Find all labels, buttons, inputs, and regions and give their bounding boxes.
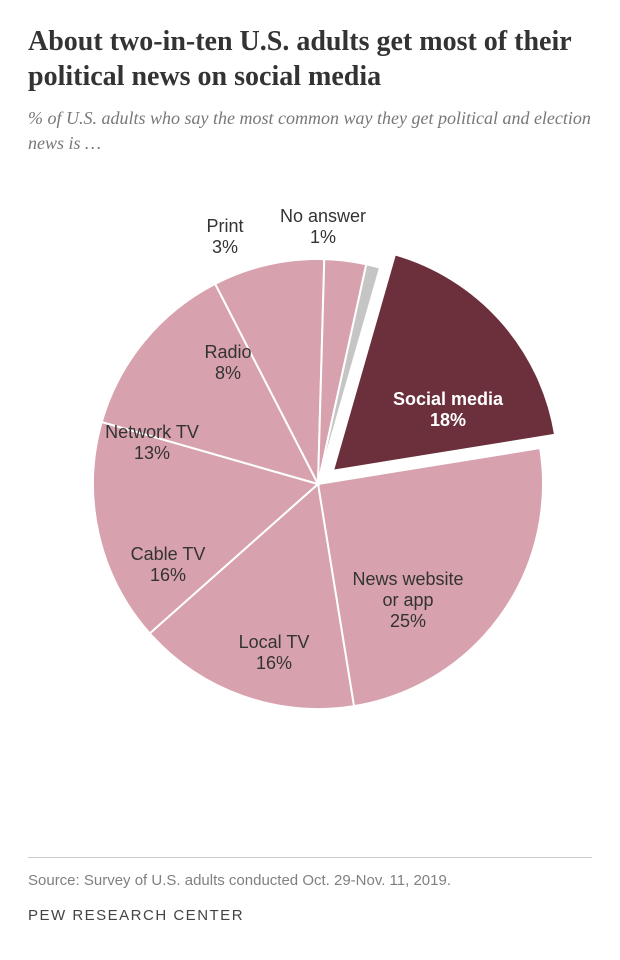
attribution-text: PEW RESEARCH CENTER	[28, 907, 592, 924]
slice-name: Social media	[388, 389, 508, 410]
slice-name: Cable TV	[108, 544, 228, 565]
slice-name: Local TV	[214, 632, 334, 653]
pie-slice-label: No answer1%	[263, 206, 383, 247]
pie-slice-label: Radio8%	[168, 342, 288, 383]
slice-value: 8%	[168, 363, 288, 384]
slice-name: Network TV	[92, 422, 212, 443]
source-text: Source: Survey of U.S. adults conducted …	[28, 857, 592, 889]
pie-slice-label: Network TV13%	[92, 422, 212, 463]
chart-title: About two-in-ten U.S. adults get most of…	[28, 24, 592, 94]
slice-value: 1%	[263, 227, 383, 248]
slice-name: No answer	[263, 206, 383, 227]
slice-value: 16%	[108, 565, 228, 586]
slice-name: Radio	[168, 342, 288, 363]
slice-value: 16%	[214, 653, 334, 674]
pie-slice-label: Social media18%	[388, 389, 508, 430]
pie-slice-label: Local TV16%	[214, 632, 334, 673]
chart-footer: Source: Survey of U.S. adults conducted …	[28, 857, 592, 924]
chart-subtitle: % of U.S. adults who say the most common…	[28, 106, 592, 156]
pie-slice-label: News website or app25%	[348, 569, 468, 631]
slice-value: 18%	[388, 410, 508, 431]
slice-name: News website or app	[348, 569, 468, 610]
slice-value: 13%	[92, 443, 212, 464]
pie-chart-area: Social media18% News website or app25% Loc…	[28, 164, 592, 744]
pie-slice-label: Cable TV16%	[108, 544, 228, 585]
slice-value: 25%	[348, 611, 468, 632]
